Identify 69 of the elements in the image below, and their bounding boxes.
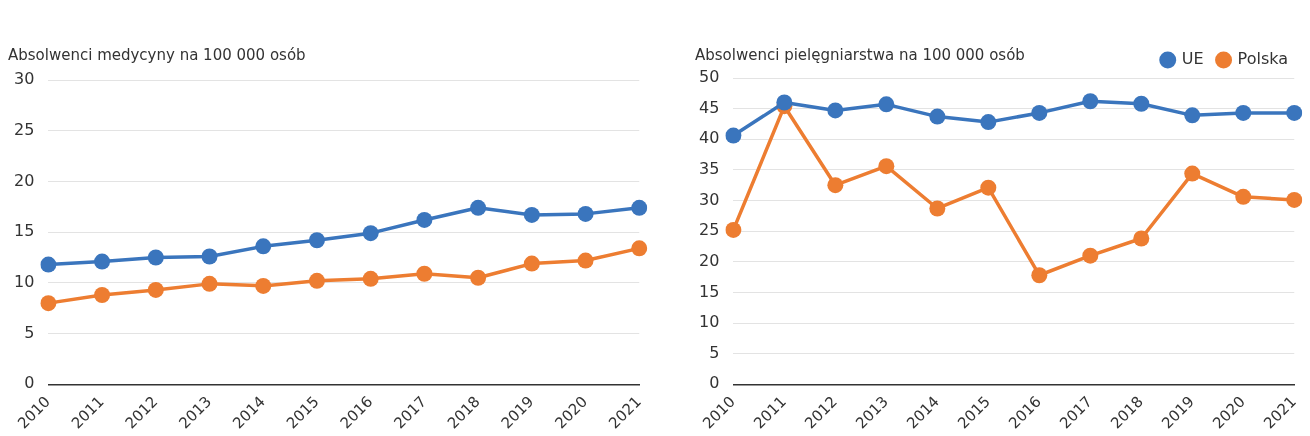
point <box>577 205 594 222</box>
point <box>827 177 844 194</box>
point <box>776 94 793 111</box>
y-tick-label: 30 <box>699 189 720 209</box>
point <box>1133 230 1150 247</box>
point <box>1235 188 1252 205</box>
y-tick-label: 15 <box>699 281 720 301</box>
y-tick-label: 0 <box>24 373 35 393</box>
point <box>631 199 648 216</box>
point <box>94 253 111 270</box>
y-tick-label: 45 <box>699 97 720 117</box>
point <box>725 127 742 144</box>
y-axis-title: Absolwenci medycyny na 100 000 osób <box>8 46 306 64</box>
point <box>725 221 742 238</box>
point <box>40 256 57 273</box>
y-tick-label: 40 <box>699 128 720 148</box>
point <box>255 238 272 255</box>
point <box>362 270 379 287</box>
point <box>1031 104 1048 121</box>
point <box>147 281 164 298</box>
point <box>470 199 487 216</box>
point <box>308 272 325 289</box>
point <box>980 179 997 196</box>
y-tick-label: 25 <box>699 220 720 240</box>
y-tick-label: 20 <box>14 170 35 190</box>
point <box>147 249 164 266</box>
point <box>1286 191 1303 208</box>
point <box>577 252 594 269</box>
point <box>1184 165 1201 182</box>
point <box>1235 104 1252 121</box>
point <box>201 275 218 292</box>
point <box>1031 267 1048 284</box>
point <box>416 265 433 282</box>
point <box>470 269 487 286</box>
y-tick-label: 25 <box>14 119 35 139</box>
point <box>201 248 218 265</box>
y-tick-label: 5 <box>24 322 35 342</box>
point <box>362 225 379 242</box>
point <box>255 277 272 294</box>
point <box>416 211 433 228</box>
y-tick-label: 30 <box>14 69 35 89</box>
point <box>878 96 895 113</box>
y-tick-label: 15 <box>14 221 35 241</box>
y-tick-label: 20 <box>699 250 720 270</box>
y-tick-label: 0 <box>709 373 720 393</box>
y-tick-label: 50 <box>699 67 720 87</box>
point <box>523 255 540 272</box>
y-tick-label: 10 <box>14 272 35 292</box>
point <box>980 114 997 131</box>
point <box>929 108 946 125</box>
point <box>1286 104 1303 121</box>
legend-label: Polska <box>1237 49 1288 69</box>
point <box>1133 95 1150 112</box>
point <box>1082 93 1099 110</box>
y-axis-title: Absolwenci pielęgniarstwa na 100 000 osób <box>695 46 1025 64</box>
point <box>308 232 325 249</box>
y-tick-label: 35 <box>699 159 720 179</box>
point <box>929 200 946 217</box>
point <box>878 158 895 175</box>
point <box>1082 247 1099 264</box>
legend-label: UE <box>1181 49 1204 69</box>
point <box>631 240 648 257</box>
point <box>40 295 57 312</box>
point <box>1184 107 1201 124</box>
point <box>523 206 540 223</box>
point <box>827 102 844 119</box>
point <box>94 287 111 304</box>
y-tick-label: 5 <box>709 342 720 362</box>
y-tick-label: 10 <box>699 312 720 332</box>
